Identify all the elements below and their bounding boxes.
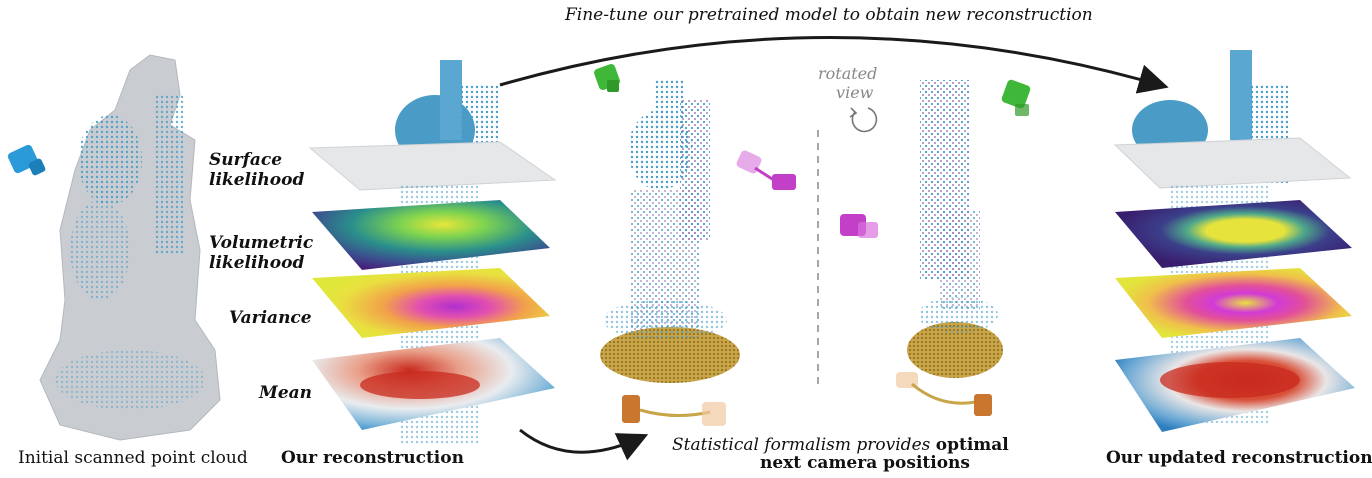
updated-variance-plane <box>1115 268 1352 338</box>
statistical-caption: Statistical formalism provides optimal n… <box>672 436 1009 472</box>
view-word: view <box>836 83 874 102</box>
surface-likelihood-label: Surface likelihood <box>209 150 304 190</box>
camera-icon <box>896 372 992 416</box>
updated-caption: Our updated reconstruction <box>1106 448 1372 468</box>
surface-likelihood-word: likelihood <box>209 170 305 190</box>
volumetric-word: Volumetric <box>209 233 314 253</box>
surface-likelihood-plane <box>308 141 557 191</box>
mean-red-band <box>360 371 480 399</box>
camera-icon <box>736 150 796 190</box>
surface-word: Surface <box>209 150 283 170</box>
rotate-arrow-icon <box>849 107 878 133</box>
initial-caption: Initial scanned point cloud <box>18 448 248 468</box>
rotated-view-statue <box>907 80 1003 378</box>
bottom-arrow <box>519 428 649 461</box>
variance-label: Variance <box>229 308 312 328</box>
volumetric-likelihood-label: Volumetric likelihood <box>209 233 313 273</box>
mean-label: Mean <box>259 383 313 403</box>
volumetric-likelihood-plane <box>312 200 550 270</box>
camera-icon <box>1001 79 1031 116</box>
camera-icon <box>7 144 46 176</box>
camera-icon <box>622 395 726 426</box>
updated-surface-plane <box>1113 137 1352 189</box>
camera-icon <box>594 64 620 92</box>
volumetric-likelihood-word: likelihood <box>209 253 305 273</box>
camera-icon <box>840 214 878 238</box>
statistical-bold-next: next camera positions <box>760 453 970 473</box>
our-reconstruction-caption: Our reconstruction <box>281 448 464 468</box>
variance-plane <box>312 268 550 338</box>
statistical-italic: Statistical formalism provides <box>672 435 931 455</box>
initial-point-cloud <box>39 54 221 441</box>
rotated-word: rotated <box>818 64 878 83</box>
updated-mean-red-band <box>1160 362 1300 398</box>
updated-volumetric-plane <box>1115 200 1352 268</box>
top-arrow <box>499 36 1169 94</box>
top-annotation: Fine-tune our pretrained model to obtain… <box>565 5 1093 25</box>
front-view-statue <box>600 80 740 383</box>
rotated-view-label: rotated view <box>818 64 877 102</box>
statistical-bold-optimal: optimal <box>935 435 1009 455</box>
